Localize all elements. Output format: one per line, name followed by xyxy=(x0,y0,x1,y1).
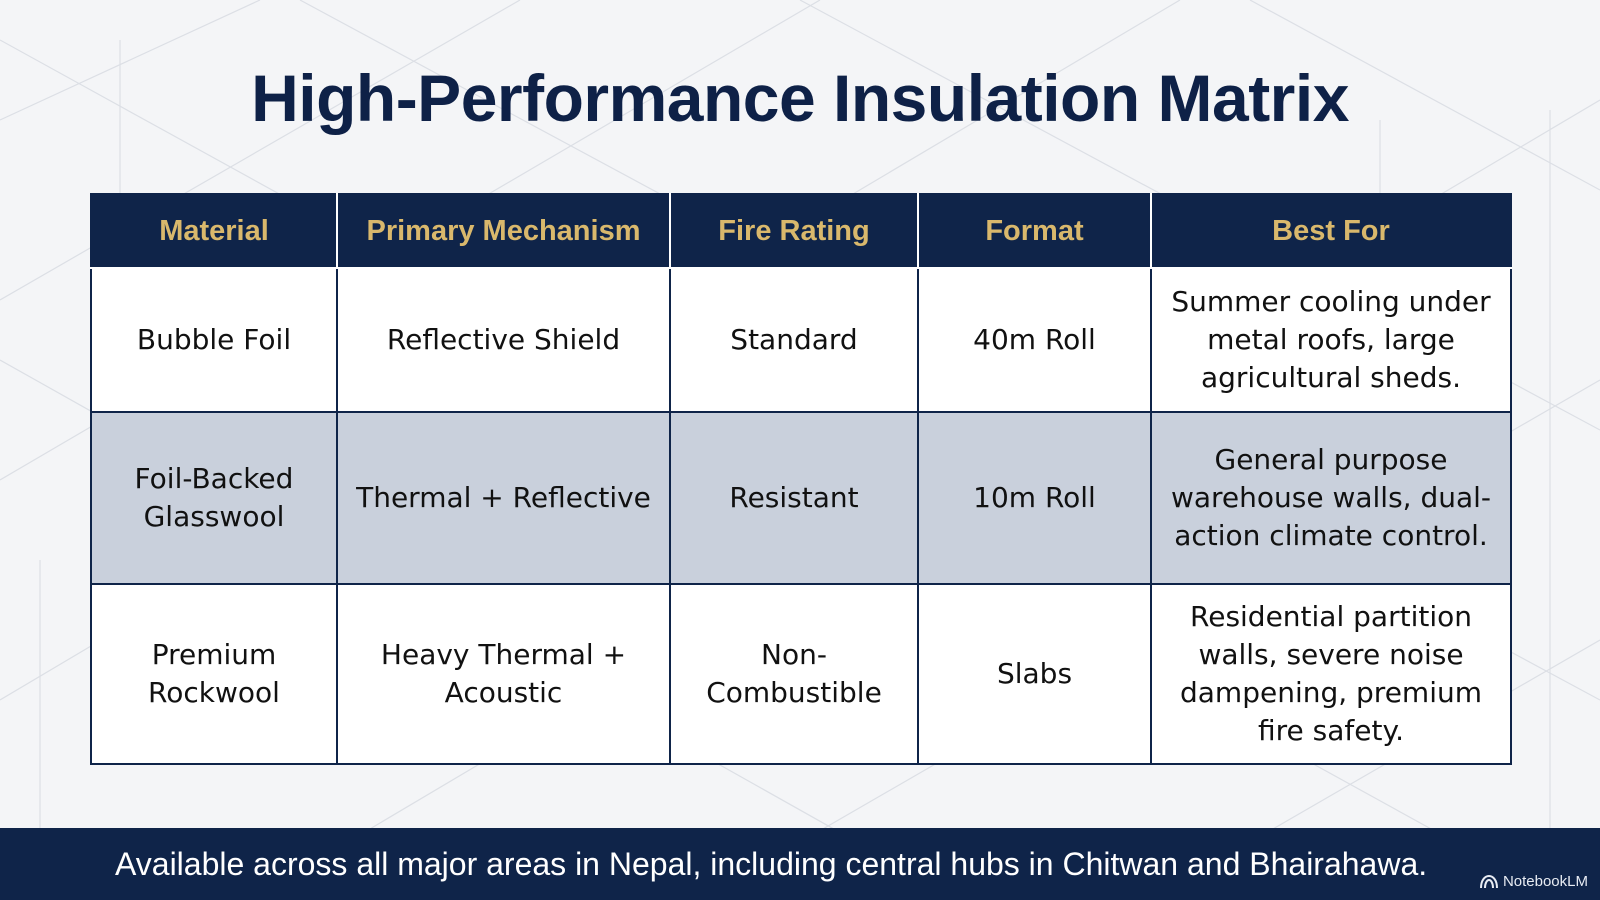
cell-format: 10m Roll xyxy=(917,411,1152,585)
cell-fire-rating: Resistant xyxy=(669,411,919,585)
cell-best-for: General purpose warehouse walls, dual-ac… xyxy=(1150,411,1512,585)
table-row: Bubble Foil Reflective Shield Standard 4… xyxy=(90,267,1512,413)
header-format: Format xyxy=(917,193,1152,269)
header-material: Material xyxy=(90,193,338,269)
table-header-row: Material Primary Mechanism Fire Rating F… xyxy=(90,193,1512,269)
footer-text: Available across all major areas in Nepa… xyxy=(115,846,1428,882)
cell-material: Premium Rockwool xyxy=(90,583,338,765)
insulation-matrix-table: Material Primary Mechanism Fire Rating F… xyxy=(90,193,1512,765)
cell-material: Bubble Foil xyxy=(90,267,338,413)
cell-mechanism: Thermal + Reflective xyxy=(336,411,671,585)
cell-fire-rating: Standard xyxy=(669,267,919,413)
table-row: Foil-Backed Glasswool Thermal + Reflecti… xyxy=(90,411,1512,585)
cell-fire-rating: Non-Combustible xyxy=(669,583,919,765)
cell-format: Slabs xyxy=(917,583,1152,765)
cell-mechanism: Reflective Shield xyxy=(336,267,671,413)
header-primary-mechanism: Primary Mechanism xyxy=(336,193,671,269)
header-fire-rating: Fire Rating xyxy=(669,193,919,269)
cell-format: 40m Roll xyxy=(917,267,1152,413)
cell-best-for: Residential partition walls, severe nois… xyxy=(1150,583,1512,765)
notebooklm-logo-icon xyxy=(1479,874,1498,888)
page-title: High-Performance Insulation Matrix xyxy=(251,61,1349,135)
cell-best-for: Summer cooling under metal roofs, large … xyxy=(1150,267,1512,413)
header-best-for: Best For xyxy=(1150,193,1512,269)
brand-watermark: NotebookLM xyxy=(1479,873,1588,890)
cell-mechanism: Heavy Thermal + Acoustic xyxy=(336,583,671,765)
footer-banner: Available across all major areas in Nepa… xyxy=(0,828,1600,900)
brand-label: NotebookLM xyxy=(1502,873,1588,890)
cell-material: Foil-Backed Glasswool xyxy=(90,411,338,585)
table-row: Premium Rockwool Heavy Thermal + Acousti… xyxy=(90,583,1512,765)
